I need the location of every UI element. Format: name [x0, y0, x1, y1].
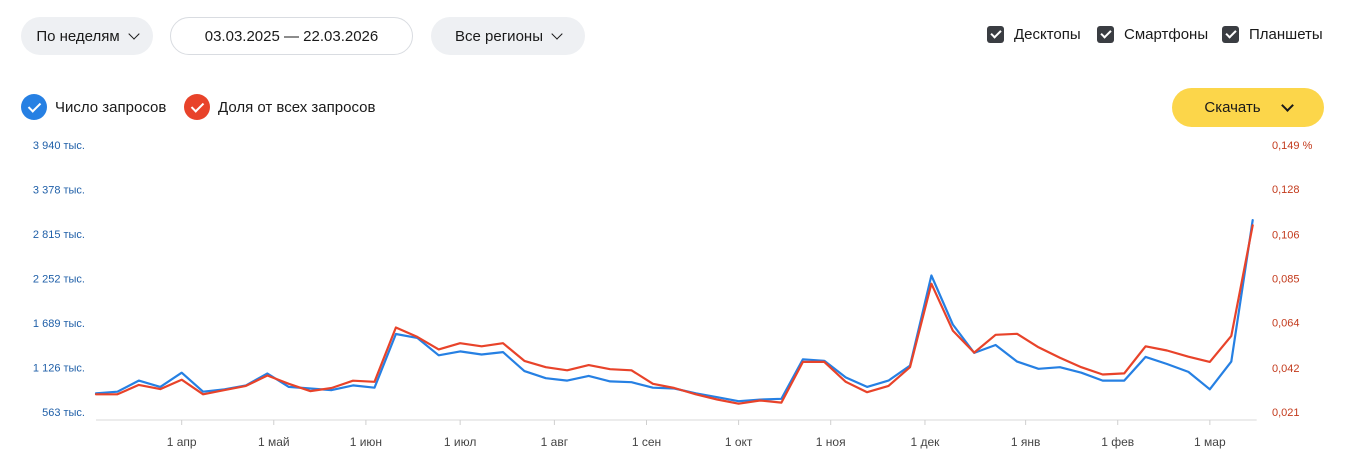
- x-axis-tick-label: 1 апр: [167, 435, 197, 449]
- download-button-label: Скачать: [1204, 99, 1261, 116]
- period-select[interactable]: По неделям: [21, 17, 153, 55]
- left-axis-tick-label: 1 126 тыс.: [33, 362, 85, 374]
- x-axis-tick-label: 1 май: [258, 435, 290, 449]
- right-axis-tick-label: 0,106: [1272, 230, 1300, 242]
- download-button[interactable]: Скачать: [1172, 88, 1324, 127]
- requests-series-line: [94, 219, 1254, 403]
- x-axis-tick-label: 1 июл: [444, 435, 476, 449]
- right-axis-tick-label: 0,128: [1272, 184, 1300, 196]
- x-axis-tick-label: 1 авг: [541, 435, 569, 449]
- left-axis-tick-label: 563 тыс.: [42, 407, 85, 419]
- date-range-input[interactable]: 03.03.2025 — 22.03.2026: [170, 17, 413, 55]
- x-axis-tick-label: 1 дек: [910, 435, 940, 449]
- device-tablet-checkbox[interactable]: Планшеты: [1222, 26, 1323, 43]
- device-smartphone-checkbox[interactable]: Смартфоны: [1097, 26, 1208, 43]
- x-axis-tick-label: 1 сен: [632, 435, 661, 449]
- chevron-down-icon: [1280, 98, 1294, 112]
- legend-share-toggle[interactable]: Доля от всех запросов: [184, 94, 375, 120]
- x-axis-tick-label: 1 ноя: [816, 435, 846, 449]
- chevron-down-icon: [128, 27, 140, 40]
- left-axis-tick-label: 2 252 тыс.: [33, 273, 85, 285]
- checkbox-checked-icon: [987, 26, 1004, 43]
- region-select-label: Все регионы: [455, 27, 543, 45]
- period-select-label: По неделям: [36, 27, 120, 45]
- device-tablet-label: Планшеты: [1249, 26, 1323, 43]
- legend-share-label: Доля от всех запросов: [218, 98, 376, 116]
- right-axis-tick-label: 0,085: [1272, 274, 1300, 286]
- left-axis-tick-label: 1 689 тыс.: [33, 318, 85, 330]
- device-desktop-checkbox[interactable]: Десктопы: [987, 26, 1081, 43]
- right-axis-tick-label: 0,021: [1272, 407, 1300, 419]
- legend-requests-toggle[interactable]: Число запросов: [21, 94, 166, 120]
- x-axis-tick-label: 1 мар: [1194, 435, 1226, 449]
- legend-check-blue-icon: [21, 94, 47, 120]
- device-desktop-label: Десктопы: [1014, 26, 1081, 43]
- right-axis-tick-label: 0,149 %: [1272, 140, 1313, 152]
- chevron-down-icon: [551, 27, 563, 40]
- legend-check-red-icon: [184, 94, 210, 120]
- x-axis-tick-label: 1 окт: [725, 435, 753, 449]
- share-series-line: [94, 224, 1254, 405]
- checkbox-checked-icon: [1222, 26, 1239, 43]
- checkbox-checked-icon: [1097, 26, 1114, 43]
- right-axis-tick-label: 0,042: [1272, 363, 1300, 375]
- left-axis-tick-label: 3 940 тыс.: [33, 140, 85, 152]
- left-axis-tick-label: 2 815 тыс.: [33, 229, 85, 241]
- right-axis-tick-label: 0,064: [1272, 317, 1300, 329]
- date-range-value: 03.03.2025 — 22.03.2026: [204, 27, 379, 45]
- device-smartphone-label: Смартфоны: [1124, 26, 1209, 43]
- left-axis-tick-label: 3 378 тыс.: [33, 184, 85, 196]
- x-axis-tick-label: 1 янв: [1011, 435, 1041, 449]
- region-select[interactable]: Все регионы: [431, 17, 585, 55]
- trend-chart: 563 тыс. 1 126 тыс. 1 689 тыс. 2 252 тыс. 2 …: [33, 140, 1313, 449]
- x-axis-tick-label: 1 фев: [1101, 435, 1134, 449]
- x-axis-tick-label: 1 июн: [350, 435, 382, 449]
- legend-requests-label: Число запросов: [55, 98, 167, 116]
